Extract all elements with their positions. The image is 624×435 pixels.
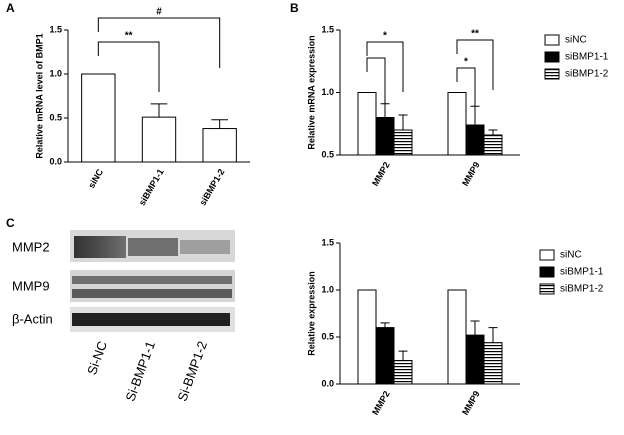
panel-label: A (6, 1, 15, 15)
y-tick-label: 1.0 (49, 68, 62, 78)
y-axis-title: Relative mRNA level of BMP1 (34, 33, 44, 158)
annotation: ** (471, 29, 479, 40)
blot-row-label: MMP2 (12, 239, 50, 254)
bar (375, 327, 395, 385)
blot-lane-label: Si-BMP1-2 (174, 339, 210, 403)
error-bar (488, 327, 498, 343)
x-tick-label: MMP9 (460, 160, 482, 188)
bar (202, 128, 237, 163)
y-tick-label: 1.5 (321, 237, 334, 247)
x-tick-label: MMP2 (370, 389, 392, 417)
legend-swatch (539, 249, 555, 261)
y-tick-label: 0.5 (49, 112, 62, 122)
annotation: * (464, 57, 468, 68)
bar (447, 92, 467, 156)
legend-swatch (544, 68, 560, 80)
y-tick-label: 0.5 (321, 149, 334, 159)
y-tick-label: 1.0 (321, 284, 334, 294)
legend-label: siBMP1-2 (560, 284, 604, 295)
legend-swatch (544, 34, 560, 46)
panel-label: C (6, 216, 15, 230)
y-axis-title: Relative expression (306, 271, 316, 356)
legend-swatch (539, 283, 555, 295)
bar (465, 124, 485, 156)
y-tick-label: 0.0 (321, 378, 334, 388)
western-blot (70, 230, 235, 332)
error-bar (398, 350, 408, 361)
legend-swatch (539, 266, 555, 278)
error-bar (488, 129, 498, 135)
x-tick-label: MMP2 (370, 160, 392, 188)
bar (483, 134, 503, 156)
annotation: # (156, 7, 162, 18)
significance-bracket (97, 17, 221, 68)
significance-bracket (97, 41, 160, 92)
bar (357, 289, 377, 385)
blot-row-label: β-Actin (12, 311, 53, 326)
bar (447, 289, 467, 385)
error-bar (211, 119, 229, 129)
bar (81, 73, 116, 163)
blot-lane-label: Si-NC (84, 339, 110, 377)
legend-label: siBMP1-1 (560, 267, 604, 278)
x-tick-label: MMP9 (460, 389, 482, 417)
significance-bracket (366, 57, 386, 108)
panel-label: B (290, 1, 299, 15)
y-tick-label: 0.5 (321, 331, 334, 341)
y-tick-label: 0.0 (49, 156, 62, 166)
bar (357, 92, 377, 156)
legend-label: siNC (565, 35, 587, 46)
y-tick-label: 1.0 (321, 87, 334, 97)
error-bar (470, 320, 480, 336)
x-tick-label: siBMP1-1 (137, 167, 166, 207)
blot-row-label: MMP9 (12, 278, 50, 293)
bar (393, 129, 413, 156)
annotation: ** (125, 31, 133, 42)
bar (375, 117, 395, 156)
bar (141, 116, 177, 163)
bar (483, 342, 503, 385)
significance-bracket (366, 41, 404, 92)
y-tick-label: 1.5 (49, 24, 62, 34)
error-bar (150, 103, 168, 118)
bar (393, 360, 413, 385)
annotation: * (383, 31, 387, 42)
error-bar (380, 322, 390, 328)
error-bar (398, 114, 408, 130)
legend-label: siNC (560, 250, 582, 261)
y-tick-label: 1.5 (321, 24, 334, 34)
legend-label: siBMP1-2 (565, 69, 609, 80)
legend-label: siBMP1-1 (565, 52, 609, 63)
x-tick-label: siNC (86, 167, 105, 190)
blot-lane-label: Si-BMP1-1 (122, 339, 158, 403)
significance-bracket (456, 39, 494, 90)
legend-swatch (544, 51, 560, 63)
significance-bracket (456, 67, 476, 118)
x-tick-label: siBMP1-2 (198, 167, 227, 207)
y-axis-title: Relative mRNA expression (306, 35, 316, 149)
bar (465, 334, 485, 385)
